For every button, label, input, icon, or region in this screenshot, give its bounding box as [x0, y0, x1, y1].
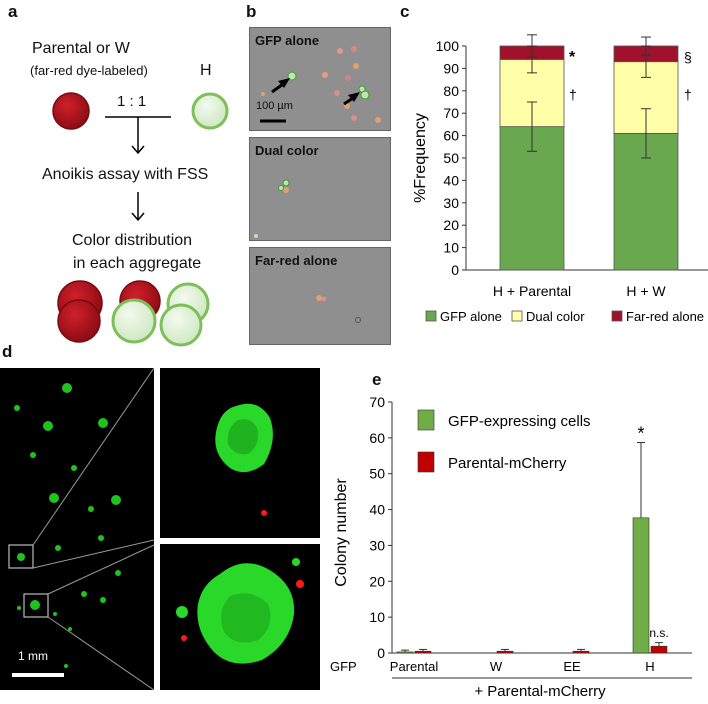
y-tick-label: 20	[369, 573, 385, 589]
y-axis-label: %Frequency	[412, 113, 429, 203]
scale-bar-label: 100 µm	[256, 100, 293, 112]
x-prefix-label: GFP	[330, 659, 357, 674]
y-tick-label: 0	[451, 262, 459, 278]
panel-c-label: c	[400, 2, 410, 21]
x-tick-label: W	[490, 659, 503, 674]
panel-a-ratio: 1 : 1	[117, 93, 147, 110]
arrow2-head	[131, 212, 145, 222]
aggregate-overlay	[176, 558, 304, 664]
micrograph-gfp-alone: GFP alone 100 µm	[249, 27, 391, 131]
significance-mark: †	[569, 86, 577, 102]
cells-overlay	[260, 46, 381, 123]
micrograph-dual-color: Dual color	[249, 137, 391, 241]
x-bottom-label: + Parental-mCherry	[474, 683, 606, 700]
y-tick-label: 70	[369, 394, 385, 410]
h-cell-icon	[191, 92, 229, 130]
panel-d-label: d	[2, 342, 13, 361]
y-tick-label: 10	[443, 240, 459, 256]
legend-swatch	[417, 409, 435, 431]
legend-swatch	[417, 451, 435, 473]
panel-e-chart: 0 10 20 30 40 50 60 70 Colony number Parental W EE H…	[330, 394, 692, 700]
parental-cell-icon	[52, 92, 90, 130]
legend-label: Parental-mCherry	[448, 455, 567, 472]
aggregate-green-cell-2	[111, 298, 157, 344]
panel-c-chart: 0 10 20 30 40 50 60 70 80 90 100 %Frequency H + Pare…	[412, 34, 708, 324]
cells-overlay	[254, 179, 290, 238]
y-tick-label: 50	[369, 466, 385, 482]
bar	[650, 645, 668, 654]
y-tick-label: 100	[436, 38, 460, 54]
aggregate-red-cell-3	[57, 299, 101, 343]
x-tick-label: H + W	[626, 283, 666, 299]
legend-swatch	[511, 310, 523, 322]
fluorescence-overview: 1 mm	[0, 368, 154, 690]
x-tick-label: H + Parental	[493, 283, 571, 299]
panel-b-label: b	[246, 2, 257, 21]
legend-label: GFP alone	[440, 309, 502, 324]
bar	[572, 650, 590, 654]
significance-mark: §	[684, 49, 692, 65]
aggregates-overlay	[8, 383, 121, 677]
y-tick-label: 30	[443, 195, 459, 211]
y-tick-label: 60	[443, 128, 459, 144]
panel-e-label: e	[372, 370, 382, 389]
y-axis-label: Colony number	[333, 478, 350, 587]
panel-a-step2b: in each aggregate	[73, 255, 202, 272]
y-tick-label: 10	[369, 609, 385, 625]
legend-label: Dual color	[526, 309, 585, 324]
y-tick-label: 20	[443, 217, 459, 233]
panel-a-line1: Parental or W	[32, 40, 130, 57]
y-tick-label: 40	[443, 172, 459, 188]
legend-label: GFP-expressing cells	[448, 413, 591, 430]
bar	[496, 650, 514, 654]
significance-mark: *	[637, 423, 644, 443]
micrograph-far-red-alone: Far-red alone	[249, 247, 391, 345]
aggregate-overlay	[215, 403, 273, 516]
micrograph-label: Dual color	[255, 143, 319, 158]
zoom-connectors	[32, 368, 155, 690]
panel-a-h-label: H	[200, 62, 212, 79]
legend-label: Far-red alone	[626, 309, 704, 324]
x-tick-label: Parental	[390, 659, 439, 674]
panel-a-step2a: Color distribution	[72, 232, 193, 249]
scale-bar-label: 1 mm	[18, 649, 48, 663]
y-tick-label: 50	[443, 150, 459, 166]
bar	[414, 650, 432, 654]
ns-label: n.s.	[649, 626, 668, 640]
panel-a-diagram	[52, 92, 229, 347]
significance-mark: †	[684, 86, 692, 102]
panel-a-step1: Anoikis assay with FSS	[42, 166, 209, 183]
y-tick-label: 0	[377, 645, 385, 661]
cells-overlay	[316, 295, 361, 323]
zoom-aggregate-2	[160, 544, 320, 690]
significance-mark: *	[569, 49, 576, 66]
x-tick-label: EE	[563, 659, 581, 674]
arrow1-head	[131, 145, 145, 155]
bar	[632, 517, 650, 654]
bar	[396, 651, 414, 654]
y-tick-label: 80	[443, 83, 459, 99]
micrograph-label: GFP alone	[255, 33, 320, 48]
y-tick-label: 40	[369, 502, 385, 518]
y-tick-label: 60	[369, 430, 385, 446]
panel-a-label: a	[8, 2, 18, 21]
aggregate-green-cell-3	[159, 303, 203, 347]
x-tick-label: H	[645, 659, 654, 674]
zoom-aggregate-1	[160, 368, 320, 538]
y-tick-label: 90	[443, 60, 459, 76]
panel-a-line2: (far-red dye-labeled)	[30, 63, 148, 78]
y-tick-label: 70	[443, 105, 459, 121]
legend-swatch	[425, 310, 437, 322]
y-tick-label: 30	[369, 537, 385, 553]
micrograph-label: Far-red alone	[255, 253, 338, 268]
legend-swatch	[611, 310, 623, 322]
